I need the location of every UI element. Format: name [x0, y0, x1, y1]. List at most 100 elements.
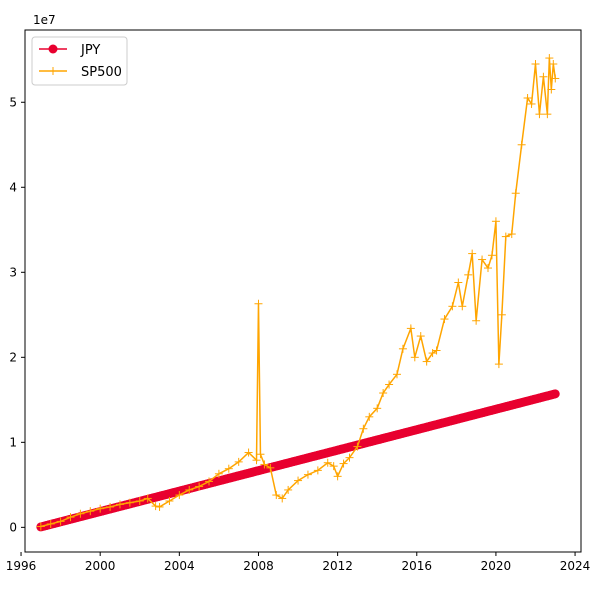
sp500-point: [244, 448, 253, 457]
sp500-point: [487, 251, 496, 260]
sp500-point: [507, 230, 516, 239]
y-tick-label: 3: [9, 265, 17, 279]
x-tick-label: 2012: [322, 559, 353, 573]
y-tick-label: 1: [9, 435, 17, 449]
sp500-point: [155, 502, 164, 511]
sp500-point: [440, 315, 449, 324]
sp500-line: [40, 58, 557, 528]
sp500-point: [278, 494, 287, 503]
sp500-point: [501, 232, 510, 241]
sp500-point: [545, 54, 554, 63]
x-tick-label: 2000: [85, 559, 116, 573]
sp500-point: [416, 332, 425, 341]
sp500-point: [214, 469, 223, 478]
sp500-point: [125, 498, 134, 507]
x-axis: 1996 2000 2004 2008 2012 2016 2020 2024: [6, 552, 591, 573]
sp500-point: [432, 346, 441, 355]
sp500-point: [294, 476, 303, 485]
y-tick-label: 2: [9, 350, 17, 364]
sp500-point: [491, 217, 500, 226]
y-axis-offset-label: 1e7: [33, 13, 56, 27]
sp500-point: [46, 519, 55, 528]
sp500-point: [143, 494, 152, 503]
sp500-point: [392, 370, 401, 379]
series-sp500: [36, 54, 560, 531]
sp500-point: [329, 462, 338, 471]
sp500-point: [106, 502, 115, 511]
sp500-point: [551, 74, 560, 83]
sp500-point: [458, 302, 467, 311]
sp500-point: [76, 509, 85, 518]
sp500-point: [373, 404, 382, 413]
sp500-point: [252, 456, 261, 465]
sp500-point: [535, 110, 544, 119]
sp500-point: [205, 477, 214, 486]
legend: JPY SP500: [31, 36, 128, 86]
axes-frame: [24, 29, 582, 553]
sp500-point: [410, 353, 419, 362]
sp500-point: [303, 470, 312, 479]
sp500-point: [543, 110, 552, 119]
sp500-point: [365, 412, 374, 421]
sp500-point: [398, 344, 407, 353]
x-tick-label: 2024: [560, 559, 591, 573]
series-layer: [36, 54, 560, 532]
x-tick-label: 2016: [401, 559, 432, 573]
sp500-point: [36, 522, 45, 531]
sp500-point: [256, 450, 265, 459]
sp500-point: [96, 504, 105, 513]
sp500-point: [115, 500, 124, 509]
sp500-point: [523, 94, 532, 103]
sp500-point: [422, 357, 431, 366]
sp500-point: [260, 460, 269, 469]
sp500-point: [165, 496, 174, 505]
sp500-point: [56, 517, 65, 526]
sp500-point: [135, 496, 144, 505]
x-tick-label: 1996: [6, 559, 37, 573]
sp500-point: [272, 491, 281, 500]
sp500-point: [468, 249, 477, 258]
sp500-point: [527, 99, 536, 108]
sp500-point: [345, 453, 354, 462]
x-tick-label: 2020: [481, 559, 512, 573]
sp500-point: [511, 189, 520, 198]
x-tick-label: 2008: [243, 559, 274, 573]
sp500-point: [185, 485, 194, 494]
sp500-point: [234, 457, 243, 466]
legend-jpy-marker: [48, 44, 58, 54]
sp500-point: [313, 466, 322, 475]
sp500-point: [484, 264, 493, 273]
sp500-point: [472, 316, 481, 325]
sp500-point: [66, 513, 75, 522]
sp500-point: [333, 472, 342, 481]
sp500-point: [224, 464, 233, 473]
sp500-point: [86, 507, 95, 516]
sp500-point: [151, 502, 160, 511]
legend-label-sp500: SP500: [81, 65, 122, 80]
sp500-point: [539, 72, 548, 81]
sp500-point: [266, 463, 275, 472]
sp500-point: [323, 458, 332, 467]
sp500-point: [494, 360, 503, 369]
y-axis: 0 1 2 3 4 5: [9, 95, 25, 534]
sp500-point: [359, 424, 368, 433]
sp500-point: [175, 491, 184, 500]
sp500-point: [406, 324, 415, 333]
sp500-point: [339, 459, 348, 468]
sp500-point: [254, 299, 263, 308]
legend-label-jpy: JPY: [80, 43, 100, 58]
y-tick-label: 0: [9, 520, 17, 534]
x-tick-label: 2004: [164, 559, 195, 573]
jpy-point: [550, 389, 560, 399]
sp500-point: [549, 60, 558, 69]
y-tick-label: 5: [9, 95, 17, 109]
sp500-point: [497, 310, 506, 319]
sp500-point: [385, 380, 394, 389]
sp500-point: [517, 140, 526, 149]
sp500-point: [464, 270, 473, 279]
sp500-point: [353, 442, 362, 451]
sp500-point: [478, 255, 487, 264]
sp500-point: [454, 278, 463, 287]
